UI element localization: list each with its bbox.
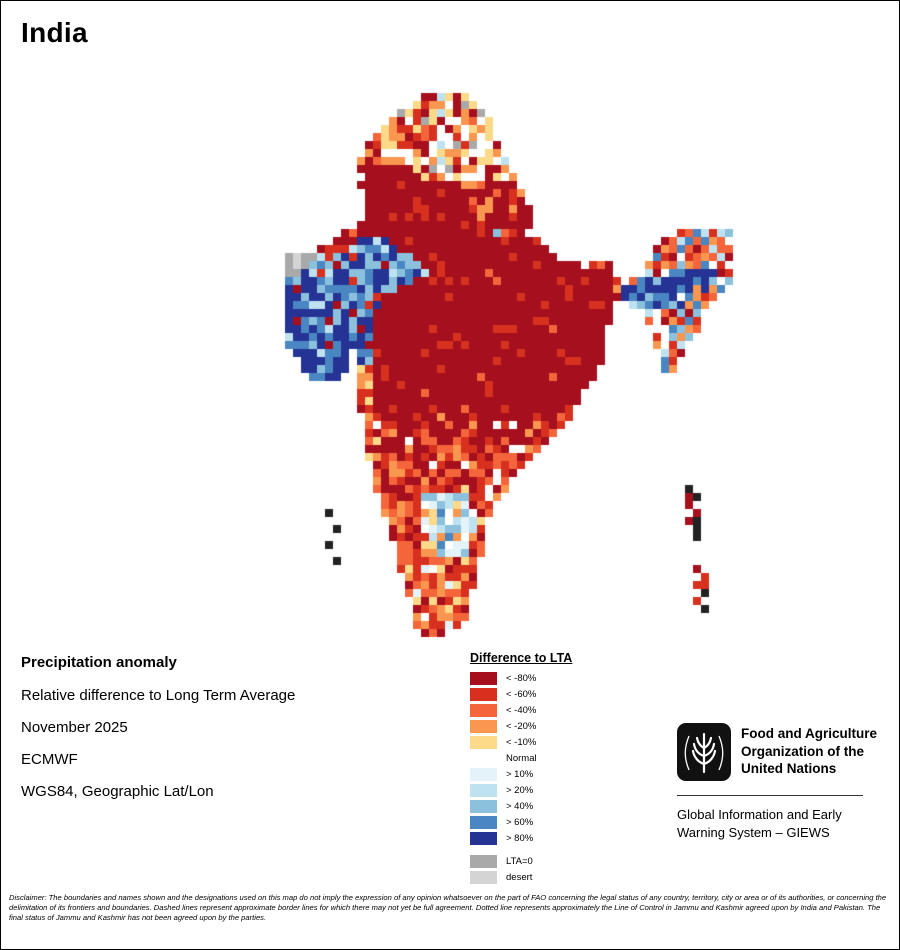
legend-swatch — [470, 800, 497, 813]
map-info-block: Precipitation anomaly Relative differenc… — [21, 654, 295, 815]
legend-swatch — [470, 720, 497, 733]
legend-swatch — [470, 832, 497, 845]
fao-org-name: Food and Agriculture Organization of the… — [741, 726, 877, 777]
legend-item: LTA=0 — [470, 855, 620, 868]
legend-item: > 80% — [470, 832, 620, 845]
legend-swatch — [470, 752, 497, 765]
fao-divider — [677, 795, 863, 796]
fao-logo — [677, 723, 731, 781]
info-source: ECMWF — [21, 751, 78, 768]
legend-swatch — [470, 816, 497, 829]
legend-label: LTA=0 — [506, 856, 533, 867]
legend-swatch — [470, 704, 497, 717]
legend-label: > 20% — [506, 785, 534, 796]
page-title: India — [21, 17, 88, 48]
fao-giews-label: Global Information and Early Warning Sys… — [677, 807, 842, 840]
legend-label: > 80% — [506, 833, 534, 844]
legend-label: > 10% — [506, 769, 534, 780]
legend-swatch — [470, 688, 497, 701]
legend-swatch — [470, 768, 497, 781]
legend-swatch — [470, 672, 497, 685]
legend-label: < -80% — [506, 673, 537, 684]
legend-label: < -20% — [506, 721, 537, 732]
legend-title: Difference to LTA — [470, 651, 573, 665]
legend-item: desert — [470, 871, 620, 884]
legend-item: < -80% — [470, 672, 620, 685]
legend-item: < -20% — [470, 720, 620, 733]
legend-label: > 40% — [506, 801, 534, 812]
info-description: Relative difference to Long Term Average — [21, 687, 296, 704]
fao-header: Food and Agriculture Organization of the… — [677, 723, 877, 781]
legend: Difference to LTA < -80% < -60% < -40% < -2… — [470, 651, 620, 887]
legend-swatch — [470, 871, 497, 884]
legend-label: > 60% — [506, 817, 534, 828]
legend-swatch — [470, 784, 497, 797]
legend-label: Normal — [506, 753, 537, 764]
fao-block: Food and Agriculture Organization of the… — [677, 723, 877, 841]
legend-item: > 20% — [470, 784, 620, 797]
legend-swatch — [470, 855, 497, 868]
legend-label: < -10% — [506, 737, 537, 748]
info-period: November 2025 — [21, 719, 128, 736]
legend-label: desert — [506, 872, 533, 883]
legend-item: < -60% — [470, 688, 620, 701]
legend-item: > 40% — [470, 800, 620, 813]
legend-swatch — [470, 736, 497, 749]
legend-item: < -40% — [470, 704, 620, 717]
legend-items: < -80% < -60% < -40% < -20% < -10% Normal > 10… — [470, 672, 620, 884]
legend-label: < -40% — [506, 705, 537, 716]
legend-item: Normal — [470, 752, 620, 765]
legend-item: < -10% — [470, 736, 620, 749]
info-product: Precipitation anomaly — [21, 654, 177, 671]
disclaimer-text: Disclaimer: The boundaries and names sho… — [9, 893, 887, 923]
legend-label: < -60% — [506, 689, 537, 700]
legend-item: > 60% — [470, 816, 620, 829]
legend-item: > 10% — [470, 768, 620, 781]
info-projection: WGS84, Geographic Lat/Lon — [21, 783, 214, 800]
